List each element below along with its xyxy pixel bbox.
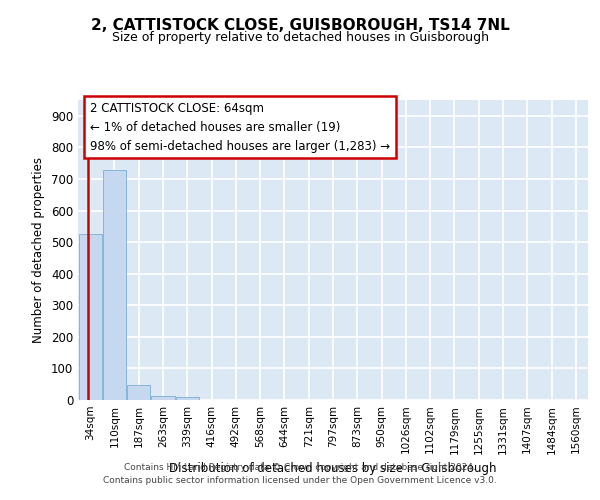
Bar [79,234,101,400]
Text: Contains HM Land Registry data © Crown copyright and database right 2024.: Contains HM Land Registry data © Crown c… [124,464,476,472]
Text: 2, CATTISTOCK CLOSE, GUISBOROUGH, TS14 7NL: 2, CATTISTOCK CLOSE, GUISBOROUGH, TS14 7… [91,18,509,32]
X-axis label: Distribution of detached houses by size in Guisborough: Distribution of detached houses by size … [169,462,497,475]
Bar [103,170,126,400]
Bar [176,397,199,400]
Text: Size of property relative to detached houses in Guisborough: Size of property relative to detached ho… [112,31,488,44]
Bar [127,385,150,400]
Text: 2 CATTISTOCK CLOSE: 64sqm
← 1% of detached houses are smaller (19)
98% of semi-d: 2 CATTISTOCK CLOSE: 64sqm ← 1% of detach… [89,102,389,152]
Y-axis label: Number of detached properties: Number of detached properties [32,157,46,343]
Bar [151,396,175,400]
Text: Contains public sector information licensed under the Open Government Licence v3: Contains public sector information licen… [103,476,497,485]
